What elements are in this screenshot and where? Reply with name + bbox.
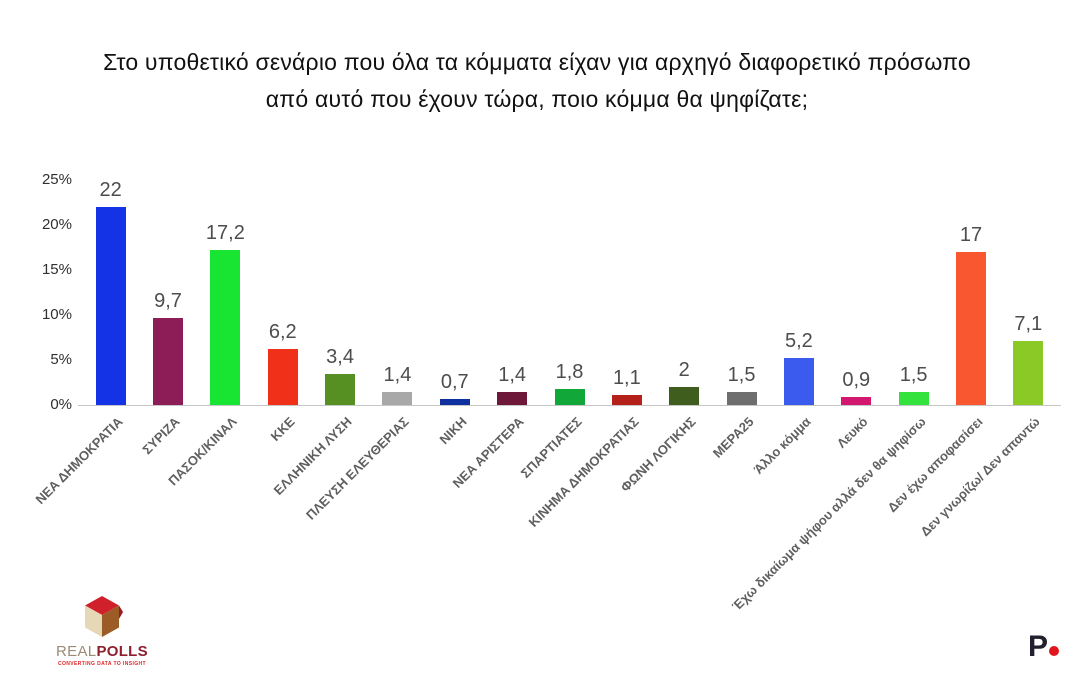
realpolls-wordmark: REALPOLLS xyxy=(42,643,162,660)
bar-value-label: 1,8 xyxy=(555,360,584,383)
bar-value-label: 1,5 xyxy=(727,363,756,386)
y-tick-label: 10% xyxy=(41,306,72,323)
bar-value-label: 5,2 xyxy=(785,330,813,353)
bar-value-label: 1,4 xyxy=(383,364,412,387)
bar-value-label: 1,5 xyxy=(899,363,928,386)
y-tick-label: 25% xyxy=(41,171,72,188)
y-tick-label: 20% xyxy=(41,216,72,233)
bar xyxy=(726,391,757,405)
bar-value-label: 9,7 xyxy=(154,289,182,312)
bar xyxy=(1013,341,1044,405)
bar xyxy=(153,317,184,405)
bar xyxy=(554,388,585,405)
bar xyxy=(267,349,298,405)
bar xyxy=(955,252,986,405)
publisher-red-dot-icon xyxy=(1049,646,1060,656)
bar-value-label: 6,2 xyxy=(268,321,297,344)
y-tick-label: 5% xyxy=(50,351,72,368)
realpolls-logo: REALPOLLS CONVERTING DATA TO INSIGHT xyxy=(42,595,162,667)
bar xyxy=(497,392,528,405)
publisher-logo: P xyxy=(1028,630,1060,663)
bar xyxy=(669,387,700,405)
x-axis-line xyxy=(78,405,1061,406)
bar xyxy=(898,391,929,405)
publisher-letter: P xyxy=(1028,630,1049,663)
bar-value-label: 0,9 xyxy=(842,368,871,391)
bar-value-label: 17 xyxy=(959,224,983,246)
bar-value-label: 1,1 xyxy=(612,367,641,390)
bar-value-label: 7,1 xyxy=(1014,313,1043,336)
realpolls-tagline: CONVERTING DATA TO INSIGHT xyxy=(58,661,146,667)
bar xyxy=(439,398,470,405)
chart-title: Στο υποθετικό σενάριο που όλα τα κόμματα… xyxy=(37,44,1037,118)
bar-value-label: 0,7 xyxy=(440,370,469,393)
bar xyxy=(210,250,241,405)
realpolls-cube-icon xyxy=(85,596,123,637)
bar xyxy=(841,396,872,405)
chart-title-line2: από αυτό που έχουν τώρα, ποιο κόμμα θα ψ… xyxy=(265,86,809,112)
bar-value-label: 1,4 xyxy=(498,364,527,387)
realpolls-word-real: REAL xyxy=(56,643,97,660)
bar-value-label: 3,4 xyxy=(326,346,354,369)
realpolls-word-polls: POLLS xyxy=(96,643,148,660)
bar xyxy=(95,207,126,405)
bar-value-label: 17,2 xyxy=(205,222,245,245)
bar xyxy=(325,374,356,405)
y-tick-label: 0% xyxy=(50,396,72,413)
bar xyxy=(382,392,413,405)
bar-value-label: 2 xyxy=(678,359,690,381)
chart-title-line1: Στο υποθετικό σενάριο που όλα τα κόμματα… xyxy=(103,49,971,75)
bar xyxy=(783,358,814,405)
y-tick-label: 15% xyxy=(41,261,72,278)
bar-value-label: 22 xyxy=(99,179,122,201)
bar xyxy=(611,395,642,405)
